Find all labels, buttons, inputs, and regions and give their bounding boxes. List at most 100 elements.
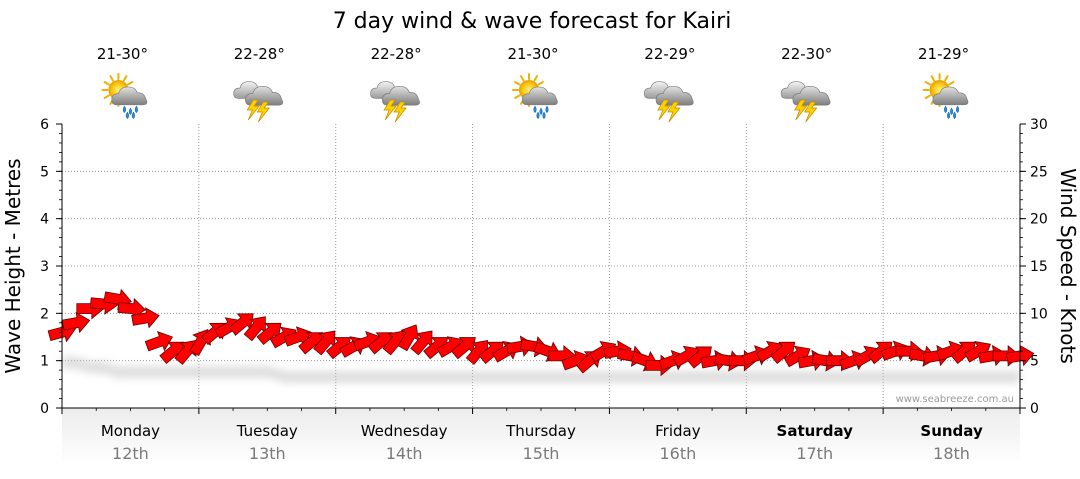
cloud-shape xyxy=(932,86,969,106)
wind-arrow-shape xyxy=(144,330,173,352)
lightning-icon xyxy=(246,99,261,121)
y2-tick-label: 25 xyxy=(1030,164,1048,180)
wind-arrow xyxy=(313,330,336,356)
x-date-label: 12th xyxy=(112,444,149,463)
cloud-icon xyxy=(521,86,558,106)
y-tick-label: 0 xyxy=(40,401,49,417)
sun-ray xyxy=(103,94,110,99)
x-day-label: Wednesday xyxy=(361,422,448,440)
day-temperature: 22-30° xyxy=(781,45,832,63)
sun-ray xyxy=(944,75,949,82)
day-forecast-header: 21-30° 22-28° 22-28° 21-30° 22-29° 22-30° 21-2… xyxy=(97,45,969,123)
sun-ray xyxy=(533,75,538,82)
grid-lines xyxy=(62,124,1020,408)
y-axis-label: Wave Height - Metres xyxy=(1,158,25,373)
y2-tick-label: 20 xyxy=(1030,212,1048,228)
cloud-icon xyxy=(932,86,969,106)
rain-drop xyxy=(125,111,129,119)
x-day-label: Tuesday xyxy=(236,422,298,440)
y2-tick-label: 30 xyxy=(1030,117,1048,133)
wind-arrow xyxy=(131,307,160,329)
y-tick-label: 4 xyxy=(40,212,49,228)
wind-arrows xyxy=(47,288,1035,377)
thunderstorm-icon xyxy=(370,81,420,123)
x-day-label: Monday xyxy=(101,422,160,440)
sun-cloud-rain-icon xyxy=(101,73,148,119)
wave-height-band xyxy=(62,356,1020,383)
wind-arrow-shape xyxy=(397,324,420,352)
chart-title: 7 day wind & wave forecast for Kairi xyxy=(333,9,732,34)
day-temperature: 21-30° xyxy=(507,45,558,63)
sun-ray xyxy=(514,94,521,99)
day-temperature: 22-28° xyxy=(371,45,422,63)
rain-drop xyxy=(134,105,138,113)
lightning-icon xyxy=(256,101,271,123)
sun-cloud-rain-icon xyxy=(922,73,969,119)
y-tick-label: 3 xyxy=(40,259,49,275)
thunderstorm-icon xyxy=(643,81,694,123)
day-temperature: 22-29° xyxy=(644,45,695,63)
rain-drop xyxy=(953,111,957,119)
rain-drop xyxy=(533,105,537,113)
sun-ray xyxy=(924,94,932,99)
wind-arrow-shape xyxy=(313,330,336,356)
x-day-label: Sunday xyxy=(920,422,983,440)
cloud-shape xyxy=(111,86,148,106)
x-day-label: Thursday xyxy=(505,422,576,440)
x-day-label: Saturday xyxy=(777,422,854,440)
y-tick-label: 1 xyxy=(40,354,49,370)
day-temperature: 21-30° xyxy=(97,45,148,63)
x-date-label: 14th xyxy=(386,444,423,463)
cloud-shape xyxy=(521,86,558,106)
rain-drop xyxy=(536,111,540,119)
sun-ray xyxy=(514,81,521,86)
sun-cloud-rain-icon xyxy=(512,73,558,119)
rain-drop xyxy=(950,107,954,115)
sun-ray xyxy=(930,75,936,82)
wind-arrow-shape xyxy=(61,311,91,334)
rain-drop xyxy=(122,105,126,113)
y2-axis-label: Wind Speed - Knots xyxy=(1056,168,1080,364)
wind-arrow-shape xyxy=(256,322,282,346)
wind-arrow xyxy=(770,341,796,364)
wind-arrow xyxy=(410,330,433,356)
lightning-icon xyxy=(804,101,818,123)
axes: 0 1 2 3 4 5 6 0 5 10 15 20 25 30 xyxy=(40,117,1048,417)
wind-arrow-shape xyxy=(686,346,712,369)
sun-ray xyxy=(537,81,544,86)
wind-arrow-shape xyxy=(410,330,433,356)
rain-drop xyxy=(944,105,948,113)
wind-arrow xyxy=(243,316,266,342)
x-date-label: 13th xyxy=(249,444,286,463)
rain-drop xyxy=(539,107,543,115)
rain-drop xyxy=(947,111,951,119)
sun-ray xyxy=(109,75,114,82)
lightning-icon xyxy=(393,101,407,123)
rain-drop xyxy=(542,111,546,119)
lightning-icon xyxy=(383,99,397,121)
lightning-icon xyxy=(657,99,671,121)
thunderstorm-icon xyxy=(233,81,284,123)
x-date-label: 16th xyxy=(659,444,696,463)
y2-tick-label: 10 xyxy=(1030,306,1048,322)
wind-arrow xyxy=(256,322,282,346)
x-date-label: 15th xyxy=(523,444,560,463)
x-axis-band xyxy=(62,408,1020,464)
y2-tick-label: 15 xyxy=(1030,259,1048,275)
lightning-icon xyxy=(667,101,681,123)
rain-drop xyxy=(128,107,132,115)
day-temperature: 21-29° xyxy=(918,45,969,63)
y2-tick-label: 5 xyxy=(1030,354,1039,370)
y-tick-label: 6 xyxy=(40,117,49,133)
sun-ray xyxy=(924,81,932,86)
wave-height-shadow xyxy=(62,356,1020,383)
sun-ray xyxy=(948,81,955,86)
wind-arrow xyxy=(397,324,420,352)
x-day-label: Friday xyxy=(655,422,701,440)
day-temperature: 22-28° xyxy=(234,45,285,63)
sun-ray xyxy=(103,81,110,86)
y-tick-label: 5 xyxy=(40,164,49,180)
rain-drop xyxy=(956,105,960,113)
